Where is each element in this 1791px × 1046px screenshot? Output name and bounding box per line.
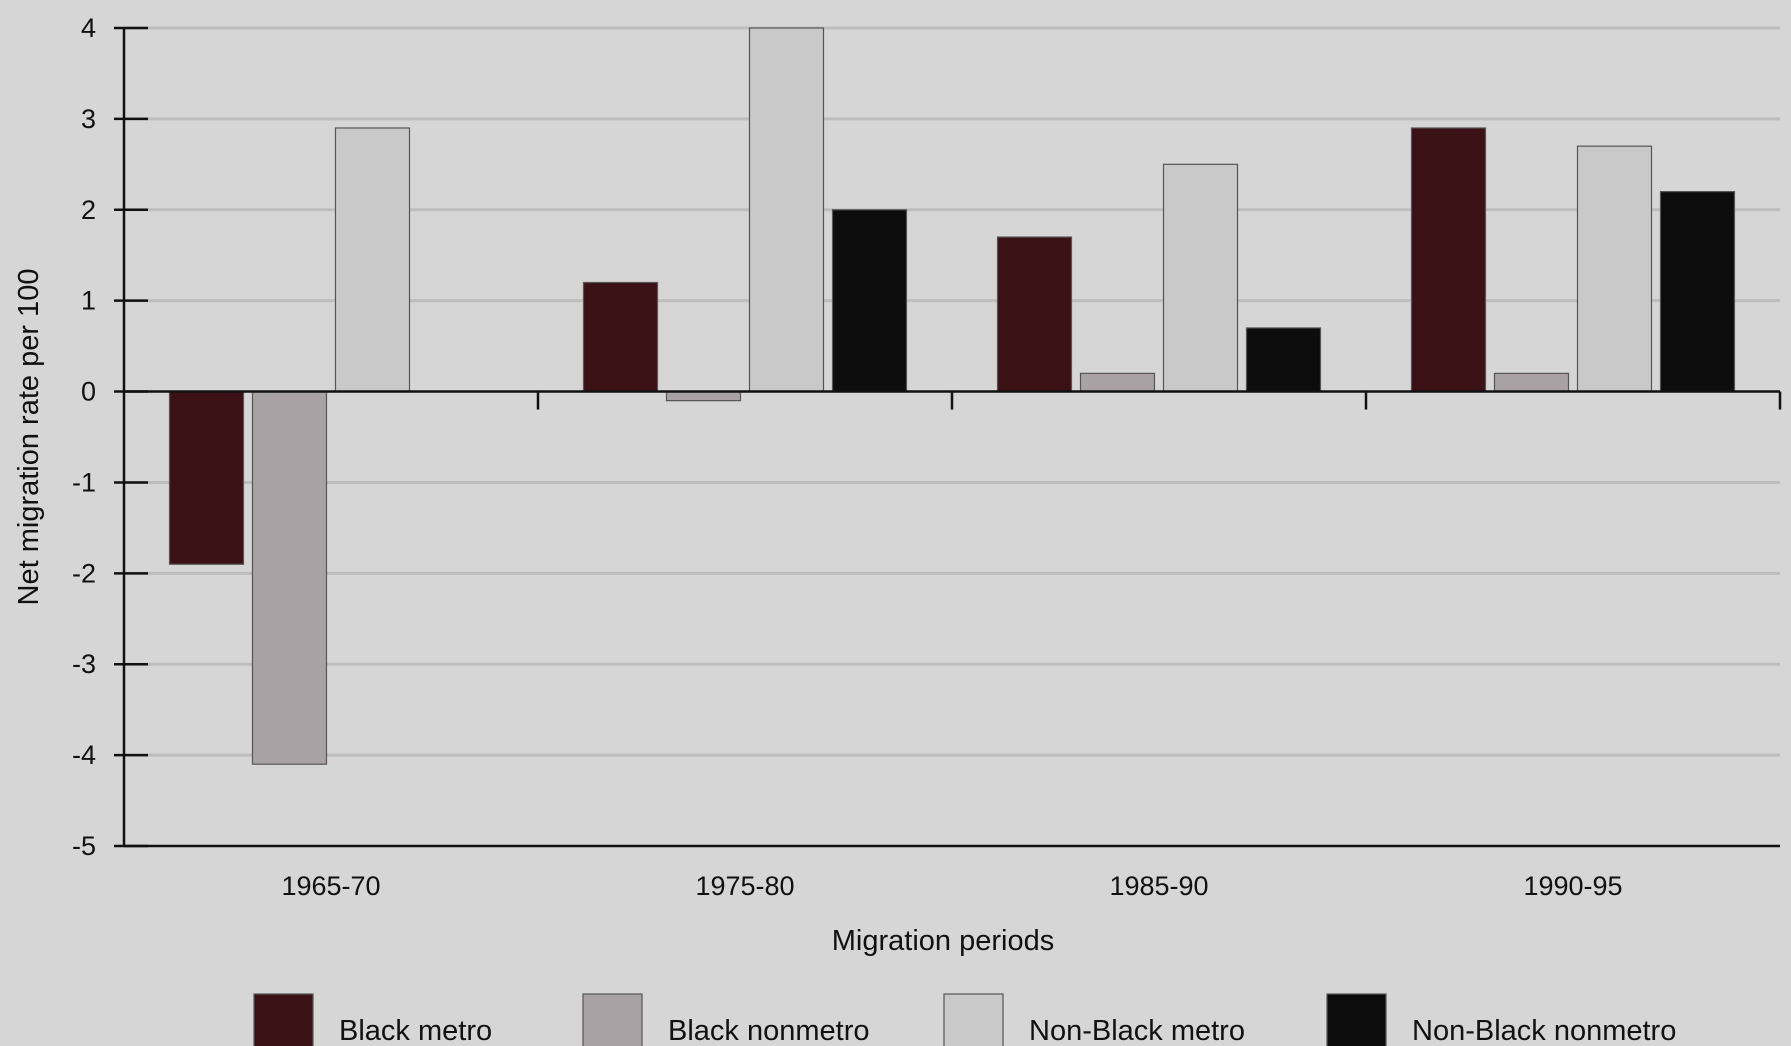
tick-labels: 4 3 2 1 0 -1 -2 -3 -4 -5 1965-70 1975-80 1985-90 1990… — [72, 13, 1623, 901]
y-tick-label: 0 — [81, 377, 96, 407]
legend-label: Black nonmetro — [668, 1015, 870, 1046]
bar-black-nonmetro-1975-80 — [665, 390, 742, 402]
bar-non-black-nonmetro-1985-90 — [1245, 327, 1322, 393]
x-tick-label: 1965-70 — [281, 871, 380, 901]
bar-non-black-metro-1990-95 — [1576, 145, 1653, 393]
x-tick-label: 1985-90 — [1109, 871, 1208, 901]
bar-non-black-metro-1985-90 — [1162, 163, 1239, 393]
legend-label: Non-Black nonmetro — [1412, 1015, 1676, 1046]
legend-swatch — [253, 993, 314, 1046]
axes — [114, 26, 1782, 848]
y-tick-label: 3 — [81, 104, 96, 134]
y-axis-title: Net migration rate per 100 — [13, 269, 45, 606]
bar-non-black-metro-1975-80 — [748, 27, 825, 393]
bar-black-metro-1965-70 — [168, 390, 245, 565]
legend-swatch — [582, 993, 643, 1046]
bar-black-metro-1985-90 — [996, 236, 1073, 393]
bar-black-nonmetro-1965-70 — [251, 390, 328, 765]
x-tick-label: 1990-95 — [1523, 871, 1622, 901]
legend-label: Non-Black metro — [1029, 1015, 1245, 1046]
bar-black-metro-1990-95 — [1410, 127, 1487, 393]
bar-black-metro-1975-80 — [582, 281, 659, 393]
x-tick-label: 1975-80 — [695, 871, 794, 901]
legend-label: Black metro — [339, 1015, 492, 1046]
legend-swatch — [943, 993, 1004, 1046]
bar-non-black-metro-1965-70 — [334, 127, 411, 393]
y-tick-label: -1 — [72, 467, 96, 497]
bars — [168, 27, 1736, 765]
y-tick-label: 2 — [81, 195, 96, 225]
y-tick-label: 4 — [81, 13, 96, 43]
bar-black-nonmetro-1985-90 — [1079, 372, 1156, 393]
y-tick-label: -3 — [72, 649, 96, 679]
x-axis-title: Migration periods — [832, 925, 1054, 957]
y-tick-label: -2 — [72, 558, 96, 588]
bar-non-black-nonmetro-1990-95 — [1659, 191, 1736, 393]
bar-black-nonmetro-1990-95 — [1493, 372, 1570, 393]
y-tick-label: 1 — [81, 286, 96, 316]
legend: Black metro Black nonmetro Non-Black metro… — [253, 993, 1676, 1046]
legend-swatch — [1326, 993, 1387, 1046]
y-tick-label: -5 — [72, 831, 96, 861]
bar-non-black-nonmetro-1975-80 — [831, 209, 908, 393]
y-tick-label: -4 — [72, 740, 96, 770]
